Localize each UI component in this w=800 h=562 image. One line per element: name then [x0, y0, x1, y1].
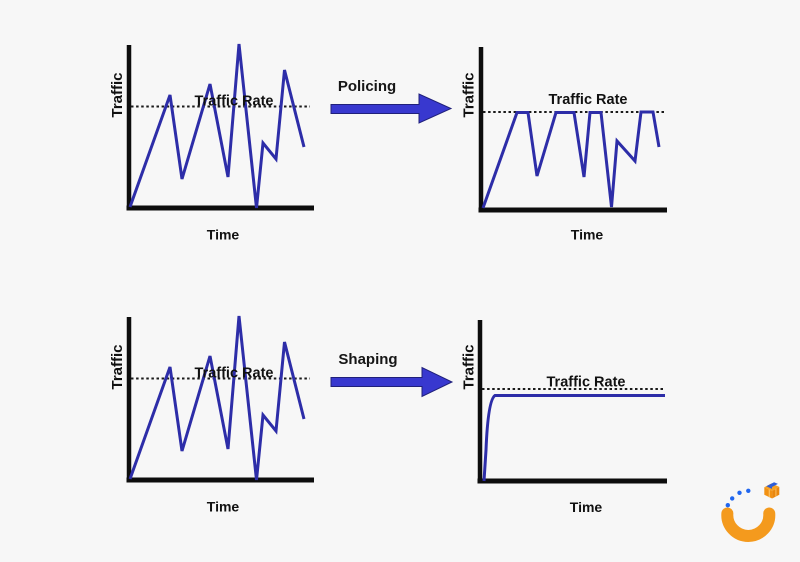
svg-text:Traffic Rate: Traffic Rate	[195, 366, 274, 382]
svg-text:Traffic: Traffic	[461, 72, 478, 117]
svg-text:Time: Time	[207, 227, 240, 243]
svg-text:Policing: Policing	[338, 78, 396, 95]
svg-text:Traffic: Traffic	[461, 344, 478, 389]
svg-text:Traffic: Traffic	[109, 72, 126, 117]
svg-text:Time: Time	[207, 499, 240, 515]
svg-text:Traffic Rate: Traffic Rate	[549, 92, 628, 108]
svg-text:Shaping: Shaping	[338, 351, 397, 368]
svg-text:Traffic Rate: Traffic Rate	[195, 94, 274, 110]
svg-text:Traffic Rate: Traffic Rate	[547, 375, 626, 391]
svg-text:Time: Time	[571, 227, 604, 243]
svg-text:Traffic: Traffic	[109, 344, 126, 389]
svg-text:Time: Time	[570, 499, 603, 515]
